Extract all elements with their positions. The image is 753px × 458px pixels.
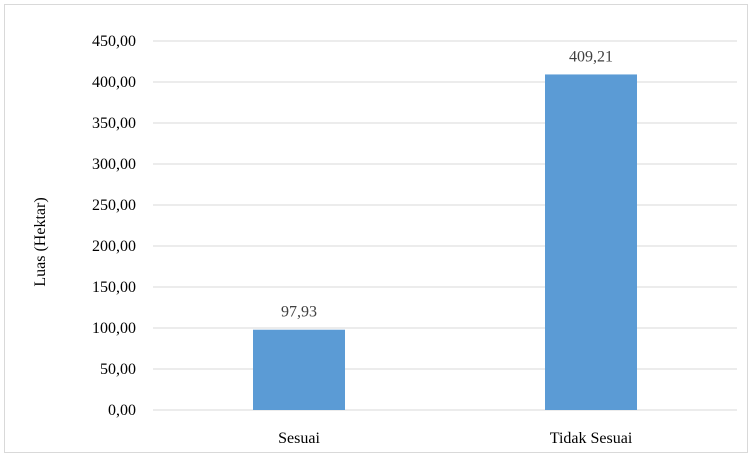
bars [253, 74, 637, 410]
y-tick-label: 150,00 [92, 279, 136, 296]
y-tick-label: 100,00 [92, 320, 136, 337]
x-tick-label: Sesuai [278, 430, 320, 447]
gridlines [153, 40, 737, 411]
y-tick-label: 350,00 [92, 115, 136, 132]
y-tick-label: 400,00 [92, 74, 136, 91]
bar-sesuai [253, 329, 345, 410]
x-tick-labels: Sesuai Tidak Sesuai [278, 430, 633, 447]
data-labels: 97,93 409,21 [281, 48, 613, 320]
y-tick-label: 300,00 [92, 156, 136, 173]
y-tick-label: 450,00 [92, 33, 136, 50]
y-tick-label: 50,00 [100, 361, 136, 378]
bar-tidak-sesuai [545, 74, 637, 410]
data-label: 97,93 [281, 304, 317, 321]
y-axis-title: Luas (Hektar) [32, 197, 49, 286]
y-tick-label: 0,00 [108, 402, 136, 419]
y-tick-labels: 0,00 50,00 100,00 150,00 200,00 250,00 300,00 3… [92, 33, 136, 419]
y-tick-label: 200,00 [92, 238, 136, 255]
data-label: 409,21 [569, 48, 613, 65]
x-tick-label: Tidak Sesuai [550, 430, 633, 447]
y-tick-label: 250,00 [92, 197, 136, 214]
